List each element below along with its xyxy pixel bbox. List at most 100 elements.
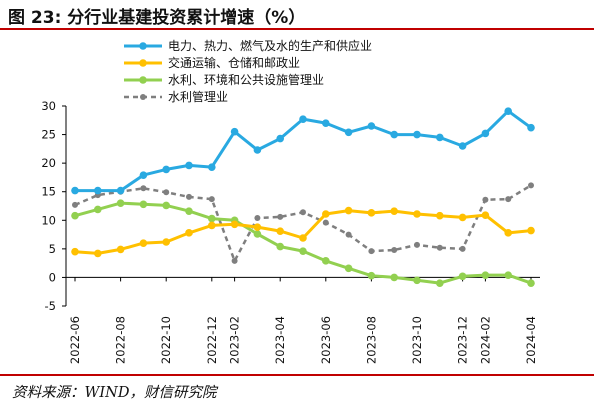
data-point [322, 119, 330, 127]
data-point [436, 279, 444, 287]
x-tick-label: 2022-12 [205, 316, 219, 364]
y-tick-label: 0 [49, 270, 56, 284]
data-point [253, 223, 262, 231]
data-point [208, 196, 215, 203]
data-point [436, 133, 444, 142]
data-point [276, 227, 285, 235]
y-tick-label: 10 [41, 213, 56, 227]
x-tick-label: 2023-06 [319, 316, 333, 364]
data-point [413, 130, 421, 139]
data-point [71, 247, 79, 256]
data-point [482, 196, 489, 203]
data-point [481, 129, 490, 138]
legend-item-1: 交通运输、仓储和邮政业 [124, 55, 300, 70]
y-tick-label: 5 [49, 242, 56, 256]
data-point [299, 234, 307, 242]
series-layer [71, 107, 535, 287]
data-point [139, 239, 148, 247]
data-point [504, 107, 512, 115]
source-note: 资料来源：WIND，财信研究院 [12, 385, 217, 401]
data-point [231, 257, 238, 264]
data-point [528, 182, 534, 189]
series-2 [71, 199, 535, 287]
data-point [458, 272, 467, 281]
data-point [116, 186, 125, 195]
data-point [94, 186, 102, 195]
data-point [367, 209, 376, 217]
y-tick-label: 25 [41, 128, 56, 142]
data-point [344, 264, 353, 273]
bottom-divider [0, 374, 594, 376]
data-point [413, 276, 421, 285]
data-point [139, 171, 148, 179]
data-point [162, 201, 170, 210]
data-point [414, 241, 420, 248]
data-point [481, 211, 490, 219]
x-tick-label: 2023-10 [410, 316, 424, 364]
data-point [458, 213, 467, 222]
data-point [116, 245, 125, 254]
top-divider [0, 28, 594, 30]
data-point [436, 244, 443, 251]
x-tick-label: 2023-12 [456, 316, 470, 364]
data-point [436, 211, 444, 220]
legend-swatch-marker [140, 94, 146, 100]
data-point [253, 230, 262, 238]
series-1 [71, 206, 535, 258]
data-point [458, 142, 467, 150]
data-point [299, 115, 307, 123]
x-tick-label: 2022-08 [114, 316, 128, 364]
data-point [322, 219, 329, 226]
data-point [276, 134, 285, 143]
x-tick-label: 2023-02 [228, 316, 242, 364]
data-point [527, 226, 535, 235]
data-point [345, 231, 352, 238]
data-point [390, 273, 399, 282]
legend-item-3: 水利管理业 [124, 89, 228, 104]
legend-item-0: 电力、热力、燃气及水的生产和供应业 [124, 38, 372, 53]
x-tick-label: 2022-10 [159, 316, 173, 364]
data-point [344, 206, 353, 215]
data-point [139, 200, 148, 209]
data-point [299, 247, 307, 255]
data-point [322, 210, 330, 218]
data-point [71, 186, 79, 195]
data-point [391, 247, 398, 253]
data-point [162, 238, 170, 246]
data-point [277, 213, 284, 220]
data-point [116, 199, 125, 207]
data-point [94, 249, 102, 258]
data-point [163, 189, 170, 196]
data-point [368, 248, 375, 255]
data-point [208, 214, 216, 223]
data-point [527, 123, 535, 132]
data-point [390, 207, 399, 215]
data-point [481, 271, 490, 279]
y-tick-label: 15 [41, 185, 56, 199]
data-point [344, 128, 353, 137]
y-tick-label: 20 [41, 156, 56, 170]
data-point [208, 221, 216, 230]
data-point [185, 161, 193, 170]
x-tick-label: 2024-04 [524, 316, 538, 364]
data-point [186, 193, 192, 200]
data-point [413, 210, 421, 218]
y-tick-label: 30 [41, 99, 56, 113]
x-tick-label: 2022-06 [68, 316, 82, 364]
chart-title: 图 23: 分行业基建投资累计增速（%） [8, 8, 306, 28]
legend-label: 水利管理业 [168, 89, 228, 104]
legend-swatch-marker [139, 59, 147, 67]
data-point [140, 185, 147, 192]
data-point [504, 229, 512, 237]
series-0 [71, 107, 535, 195]
x-tick-label: 2024-02 [478, 316, 492, 364]
data-point [527, 279, 535, 287]
data-point [162, 165, 170, 174]
data-point [367, 271, 376, 280]
legend-label: 水利、环境和公共设施管理业 [168, 72, 324, 87]
legend-swatch-marker [139, 76, 147, 84]
y-tick-label: -5 [45, 299, 56, 313]
data-point [504, 271, 512, 279]
data-point [72, 201, 78, 208]
x-tick-label: 2023-08 [364, 316, 378, 364]
